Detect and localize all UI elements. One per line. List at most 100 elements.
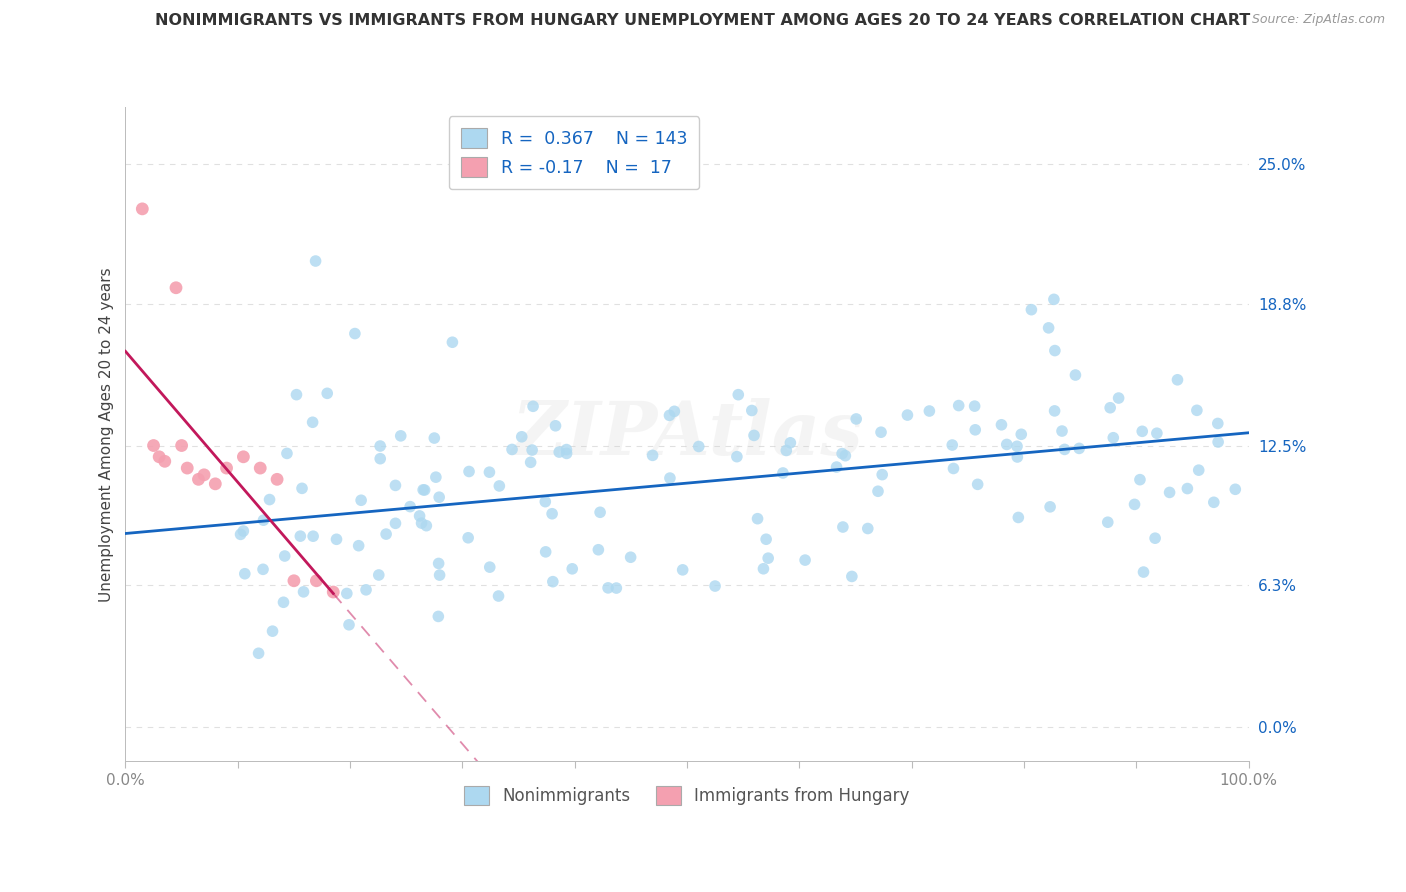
Point — [412, 483, 434, 497]
Point — [845, 412, 868, 426]
Point — [276, 446, 298, 460]
Point — [292, 585, 315, 599]
Point — [283, 574, 305, 588]
Point — [1010, 427, 1032, 442]
Point — [1159, 485, 1181, 500]
Point — [350, 493, 373, 508]
Point — [1021, 302, 1043, 317]
Point — [232, 450, 254, 464]
Point — [384, 516, 406, 531]
Point — [1039, 500, 1062, 514]
Text: ZIPAtlas: ZIPAtlas — [512, 398, 863, 470]
Point — [1108, 391, 1130, 405]
Y-axis label: Unemployment Among Ages 20 to 24 years: Unemployment Among Ages 20 to 24 years — [100, 267, 114, 601]
Point — [176, 461, 198, 475]
Point — [1097, 515, 1119, 529]
Point — [427, 557, 450, 571]
Point — [354, 582, 377, 597]
Point — [544, 418, 567, 433]
Point — [1185, 403, 1208, 417]
Point — [285, 387, 308, 401]
Point — [534, 545, 557, 559]
Point — [408, 508, 430, 523]
Point — [779, 435, 801, 450]
Point — [441, 335, 464, 350]
Point — [596, 581, 619, 595]
Point — [301, 415, 323, 429]
Point — [247, 646, 270, 660]
Point — [252, 513, 274, 527]
Point — [399, 500, 422, 514]
Point — [896, 408, 918, 422]
Point — [866, 484, 889, 499]
Point — [1202, 495, 1225, 509]
Point — [153, 454, 176, 468]
Point — [519, 455, 541, 469]
Point — [1129, 473, 1152, 487]
Point — [755, 533, 778, 547]
Point — [1102, 431, 1125, 445]
Point — [425, 470, 447, 484]
Point — [841, 569, 863, 583]
Point — [273, 595, 295, 609]
Point — [1166, 373, 1188, 387]
Point — [1206, 435, 1229, 450]
Point — [1225, 483, 1247, 497]
Point — [290, 529, 312, 543]
Point — [756, 551, 779, 566]
Point — [831, 520, 853, 534]
Point — [963, 399, 986, 413]
Point — [510, 430, 533, 444]
Point — [856, 522, 879, 536]
Point — [229, 527, 252, 541]
Point — [274, 549, 297, 563]
Point — [870, 467, 893, 482]
Point — [752, 562, 775, 576]
Point — [966, 477, 988, 491]
Point — [1038, 321, 1060, 335]
Point — [193, 467, 215, 482]
Point — [942, 461, 965, 475]
Point — [1132, 565, 1154, 579]
Point — [658, 409, 681, 423]
Point — [1123, 497, 1146, 511]
Point — [831, 447, 853, 461]
Point — [501, 442, 523, 457]
Point — [742, 428, 765, 442]
Point — [488, 479, 510, 493]
Point — [266, 472, 288, 486]
Point — [825, 460, 848, 475]
Point — [605, 581, 627, 595]
Point — [870, 425, 893, 440]
Point — [215, 461, 238, 475]
Point — [534, 494, 557, 508]
Text: Source: ZipAtlas.com: Source: ZipAtlas.com — [1251, 13, 1385, 27]
Point — [389, 429, 412, 443]
Point — [337, 617, 360, 632]
Point — [165, 281, 187, 295]
Point — [368, 439, 391, 453]
Point — [148, 450, 170, 464]
Point — [541, 574, 564, 589]
Point — [347, 539, 370, 553]
Point — [291, 481, 314, 495]
Point — [555, 442, 578, 457]
Point — [1146, 426, 1168, 441]
Point — [794, 553, 817, 567]
Point — [336, 586, 359, 600]
Point — [561, 562, 583, 576]
Point — [368, 451, 391, 466]
Point — [918, 404, 941, 418]
Point — [170, 438, 193, 452]
Point — [259, 492, 281, 507]
Point — [1007, 510, 1029, 524]
Point — [232, 524, 254, 538]
Point — [1069, 442, 1091, 456]
Point — [1053, 442, 1076, 457]
Point — [522, 399, 544, 413]
Point — [1144, 531, 1167, 545]
Point — [658, 471, 681, 485]
Point — [233, 566, 256, 581]
Point — [1177, 482, 1199, 496]
Legend: Nonimmigrants, Immigrants from Hungary: Nonimmigrants, Immigrants from Hungary — [458, 779, 917, 812]
